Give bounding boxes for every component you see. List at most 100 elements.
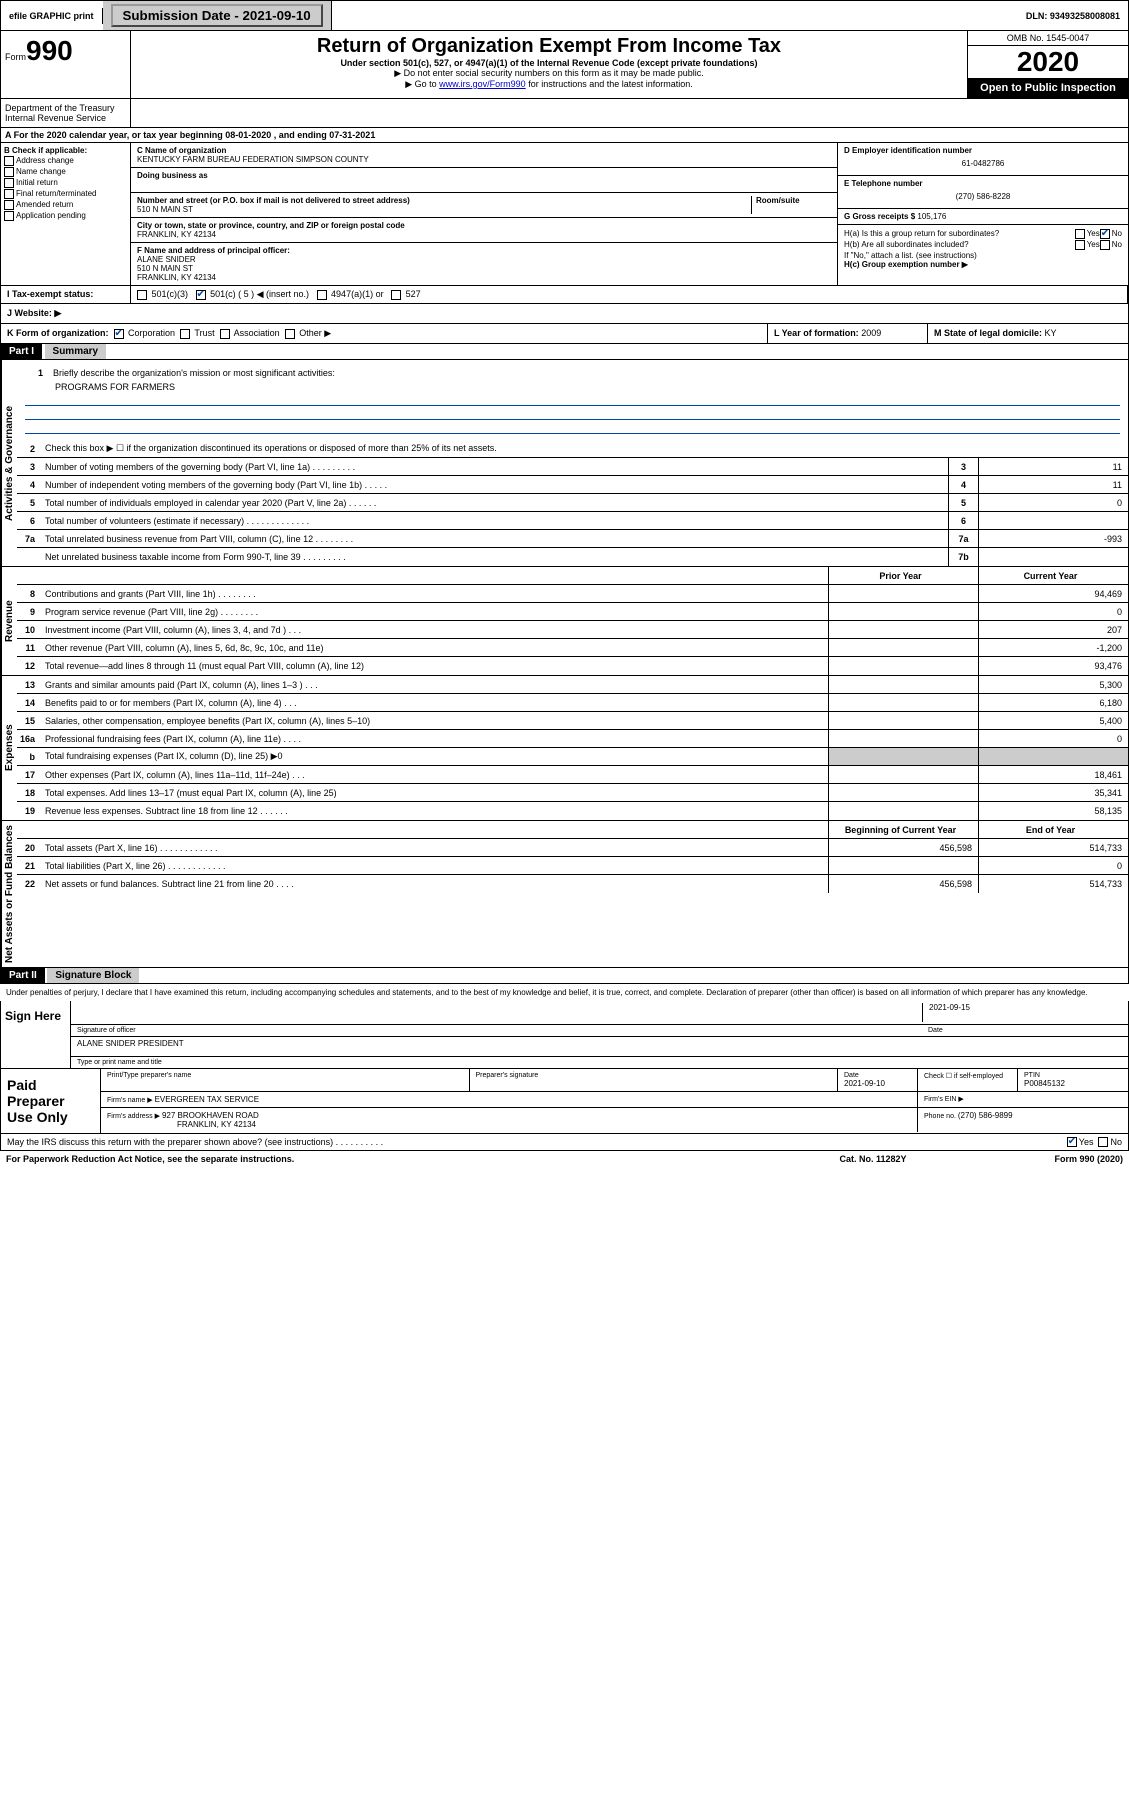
chk-association[interactable] <box>220 329 230 339</box>
governance-body: 1Briefly describe the organization's mis… <box>17 360 1128 566</box>
form-subtitle: Under section 501(c), 527, or 4947(a)(1)… <box>139 58 959 68</box>
firm-name: EVERGREEN TAX SERVICE <box>155 1095 259 1104</box>
prior-year-value <box>828 694 978 711</box>
ein-value: 61-0482786 <box>844 155 1122 172</box>
col-b-header: B Check if applicable: <box>4 146 127 155</box>
irs-link[interactable]: www.irs.gov/Form990 <box>439 79 526 89</box>
chk-501c[interactable] <box>196 290 206 300</box>
chk-trust[interactable] <box>180 329 190 339</box>
chk-name-change[interactable]: Name change <box>4 167 127 177</box>
chk-address-change[interactable]: Address change <box>4 156 127 166</box>
title-box: Return of Organization Exempt From Incom… <box>131 31 968 98</box>
prior-year-value <box>828 603 978 620</box>
chk-other[interactable] <box>285 329 295 339</box>
discuss-no[interactable] <box>1098 1137 1108 1147</box>
prior-year-value <box>828 657 978 675</box>
mission-text: PROGRAMS FOR FARMERS <box>25 382 1120 392</box>
prior-year-value <box>828 621 978 638</box>
summary-line-text: Total expenses. Add lines 13–17 (must eq… <box>41 786 828 800</box>
prior-year-value <box>828 585 978 602</box>
hb-no[interactable] <box>1100 240 1110 250</box>
omb-box: OMB No. 1545-0047 2020 Open to Public In… <box>968 31 1128 98</box>
officer-name: ALANE SNIDER <box>137 255 831 264</box>
summary-line-text: Benefits paid to or for members (Part IX… <box>41 696 828 710</box>
website-label: J Website: ▶ <box>7 308 61 318</box>
column-c-org: C Name of organization KENTUCKY FARM BUR… <box>131 143 838 285</box>
summary-line-text: Total fundraising expenses (Part IX, col… <box>41 749 828 764</box>
dept-treasury: Department of the Treasury Internal Reve… <box>1 99 131 127</box>
mission-line <box>25 422 1120 434</box>
dba-label: Doing business as <box>137 171 831 180</box>
tax-status-options: 501(c)(3) 501(c) ( 5 ) ◀ (insert no.) 49… <box>131 286 1128 303</box>
hb-yes[interactable] <box>1075 240 1085 250</box>
begin-year-header: Beginning of Current Year <box>828 821 978 838</box>
ha-yes[interactable] <box>1075 229 1085 239</box>
line-value <box>978 512 1128 529</box>
prior-year-value <box>828 766 978 783</box>
netassets-section: Net Assets or Fund Balances Beginning of… <box>0 821 1129 968</box>
tax-status-label: I Tax-exempt status: <box>1 286 131 303</box>
chk-application-pending[interactable]: Application pending <box>4 211 127 221</box>
expenses-label: Expenses <box>1 676 17 820</box>
form-note-1: ▶ Do not enter social security numbers o… <box>139 68 959 79</box>
summary-line-text: Program service revenue (Part VIII, line… <box>41 605 828 619</box>
prior-year-value <box>828 784 978 801</box>
submission-date-button[interactable]: Submission Date - 2021-09-10 <box>111 4 323 27</box>
prior-year-value <box>828 676 978 693</box>
chk-4947[interactable] <box>317 290 327 300</box>
perjury-declaration: Under penalties of perjury, I declare th… <box>0 984 1129 1001</box>
line-value: 0 <box>978 494 1128 511</box>
omb-number: OMB No. 1545-0047 <box>968 31 1128 46</box>
chk-amended[interactable]: Amended return <box>4 200 127 210</box>
current-year-value: 18,461 <box>978 766 1128 783</box>
current-year-header: Current Year <box>978 567 1128 584</box>
ha-no[interactable] <box>1100 229 1110 239</box>
prior-year-value: 456,598 <box>828 875 978 893</box>
phone-value: (270) 586-8228 <box>844 188 1122 205</box>
summary-line-text: Other revenue (Part VIII, column (A), li… <box>41 641 828 655</box>
current-year-value: 0 <box>978 857 1128 874</box>
year-formation: L Year of formation: 2009 <box>768 324 928 343</box>
part2-title: Signature Block <box>47 968 139 983</box>
discuss-yes[interactable] <box>1067 1137 1077 1147</box>
chk-501c3[interactable] <box>137 290 147 300</box>
summary-line-text: Number of independent voting members of … <box>41 478 948 492</box>
firm-ein-label: Firm's EIN ▶ <box>918 1092 1128 1107</box>
chk-initial-return[interactable]: Initial return <box>4 178 127 188</box>
summary-line-text: Total liabilities (Part X, line 26) . . … <box>41 859 828 873</box>
signature-block: Sign Here 2021-09-15 Signature of office… <box>0 1001 1129 1134</box>
officer-signature-field[interactable] <box>77 1003 922 1022</box>
org-address: 510 N MAIN ST <box>137 205 751 214</box>
current-year-value <box>978 748 1128 765</box>
cat-no: Cat. No. 11282Y <box>773 1154 973 1164</box>
gross-label: G Gross receipts $ <box>844 212 917 221</box>
line-box: 4 <box>948 476 978 493</box>
officer-label: F Name and address of principal officer: <box>137 246 831 255</box>
part1-title: Summary <box>45 344 107 359</box>
gross-value: 105,176 <box>917 212 946 221</box>
top-bar: efile GRAPHIC print Submission Date - 20… <box>0 0 1129 31</box>
ptin-value: P00845132 <box>1024 1079 1122 1088</box>
current-year-value: 58,135 <box>978 802 1128 820</box>
form-number: 990 <box>26 35 73 66</box>
hb-note: If "No," attach a list. (see instruction… <box>844 251 1122 260</box>
discuss-label: May the IRS discuss this return with the… <box>7 1137 1067 1147</box>
chk-527[interactable] <box>391 290 401 300</box>
prior-year-value <box>828 712 978 729</box>
footer-final: For Paperwork Reduction Act Notice, see … <box>0 1151 1129 1167</box>
current-year-value: 94,469 <box>978 585 1128 602</box>
summary-line-text: Grants and similar amounts paid (Part IX… <box>41 678 828 692</box>
dept-row: Department of the Treasury Internal Reve… <box>0 99 1129 128</box>
org-name-label: C Name of organization <box>137 146 831 155</box>
current-year-value: 35,341 <box>978 784 1128 801</box>
ha-label: H(a) Is this a group return for subordin… <box>844 229 1075 239</box>
form-label: Form <box>5 52 26 62</box>
summary-line-text: Total number of volunteers (estimate if … <box>41 514 948 528</box>
form-number-box: Form990 <box>1 31 131 98</box>
sig-date-label: Date <box>922 1027 1122 1034</box>
chk-final-return[interactable]: Final return/terminated <box>4 189 127 199</box>
chk-corporation[interactable] <box>114 329 124 339</box>
self-employed-check[interactable]: Check ☐ if self-employed <box>918 1069 1018 1091</box>
info-grid: B Check if applicable: Address change Na… <box>0 143 1129 286</box>
dln-label: DLN: 93493258008081 <box>1018 8 1128 24</box>
